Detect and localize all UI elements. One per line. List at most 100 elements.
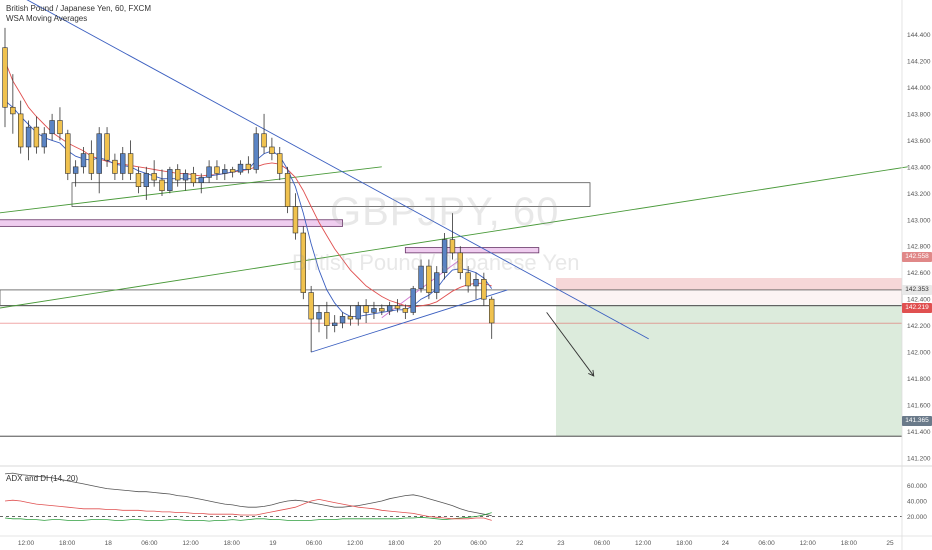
candle bbox=[2, 27, 8, 128]
candle-body bbox=[269, 146, 275, 154]
candle-body bbox=[324, 312, 330, 326]
price-tick-label: 142.200 bbox=[907, 323, 931, 330]
time-tick-label: 06:00 bbox=[141, 540, 158, 547]
candle bbox=[449, 213, 456, 260]
indicator-label[interactable]: WSA Moving Averages bbox=[6, 14, 88, 23]
candle-body bbox=[151, 173, 157, 181]
candle-body bbox=[49, 120, 55, 135]
time-tick-label: 12:00 bbox=[347, 540, 364, 547]
candle bbox=[308, 285, 314, 353]
indicator-pane bbox=[0, 465, 932, 522]
candle bbox=[127, 140, 134, 181]
candle-body bbox=[41, 133, 47, 148]
candle bbox=[355, 301, 361, 326]
candle-body bbox=[190, 173, 197, 184]
candle bbox=[292, 193, 299, 240]
candle-body bbox=[284, 173, 291, 207]
time-tick-label: 20 bbox=[434, 540, 442, 547]
price-tick-label: 141.200 bbox=[907, 456, 931, 463]
candle-body bbox=[300, 232, 306, 293]
candle-body bbox=[25, 126, 32, 148]
indicator-tick-label: 40.000 bbox=[907, 499, 927, 506]
candle-body bbox=[331, 322, 338, 326]
candle bbox=[17, 100, 24, 154]
candle-body bbox=[198, 177, 204, 184]
candle-body bbox=[441, 239, 448, 274]
current-price-tag: 142.219 bbox=[902, 303, 932, 313]
candle-body bbox=[457, 252, 463, 274]
candle bbox=[198, 173, 204, 194]
candle-body bbox=[167, 169, 173, 191]
main-pane bbox=[2, 27, 495, 353]
candle bbox=[33, 116, 40, 154]
candle bbox=[159, 169, 165, 196]
candle bbox=[88, 140, 95, 181]
price-tick-label: 143.400 bbox=[907, 164, 931, 171]
pink-box-1 bbox=[404, 247, 540, 254]
time-tick-label: 12:00 bbox=[182, 540, 199, 547]
candle-body bbox=[308, 292, 314, 320]
candle-body bbox=[449, 239, 456, 254]
price-tick-label: 141.800 bbox=[907, 376, 931, 383]
candle bbox=[96, 127, 102, 194]
candle bbox=[72, 160, 79, 187]
candle bbox=[339, 312, 346, 329]
candle-body bbox=[80, 153, 87, 168]
candle-body bbox=[88, 153, 95, 174]
adx-label[interactable]: ADX and DI (14, 20) bbox=[6, 474, 79, 483]
candle bbox=[120, 146, 126, 181]
candle bbox=[300, 226, 306, 300]
candle-body bbox=[347, 316, 354, 320]
candle-body bbox=[72, 166, 79, 174]
chart-title[interactable]: British Pound / Japanese Yen, 60, FXCM bbox=[6, 4, 151, 13]
candle-body bbox=[339, 316, 346, 324]
candle bbox=[10, 74, 16, 134]
candle bbox=[25, 120, 32, 161]
candle-body bbox=[434, 272, 440, 293]
candle bbox=[441, 233, 448, 280]
candle-body bbox=[96, 133, 102, 174]
price-tick-label: 144.400 bbox=[907, 32, 931, 39]
candle bbox=[426, 259, 432, 300]
candle bbox=[214, 160, 220, 181]
stop-price-tag: 142.558 bbox=[902, 252, 932, 262]
time-tick-label: 24 bbox=[722, 540, 730, 547]
candle bbox=[457, 246, 463, 280]
time-tick-label: 18:00 bbox=[388, 540, 405, 547]
candle-body bbox=[488, 298, 495, 324]
indicator-tick-label: 60.000 bbox=[907, 483, 927, 490]
candle-body bbox=[418, 265, 424, 289]
candle-body bbox=[135, 173, 142, 187]
candle bbox=[488, 296, 495, 339]
candle bbox=[379, 304, 385, 316]
candle bbox=[135, 166, 142, 194]
candle-body bbox=[316, 312, 322, 320]
time-tick-label: 06:00 bbox=[758, 540, 775, 547]
time-tick-label: 06:00 bbox=[470, 540, 487, 547]
candle-body bbox=[481, 279, 487, 300]
time-tick-label: 18:00 bbox=[59, 540, 76, 547]
candle-body bbox=[261, 133, 267, 148]
time-tick-label: 19 bbox=[269, 540, 277, 547]
candle-body bbox=[222, 169, 228, 174]
candle-body bbox=[426, 265, 432, 293]
candle bbox=[284, 166, 291, 214]
candle bbox=[434, 266, 440, 300]
candle-body bbox=[277, 153, 283, 174]
candle bbox=[41, 127, 47, 154]
price-tick-label: 143.600 bbox=[907, 138, 931, 145]
candle-body bbox=[292, 206, 299, 234]
candle bbox=[245, 156, 252, 174]
time-tick-label: 18:00 bbox=[841, 540, 858, 547]
candle bbox=[473, 272, 479, 300]
time-tick-label: 18:00 bbox=[676, 540, 693, 547]
candle bbox=[324, 301, 330, 339]
candle-body bbox=[127, 153, 134, 174]
candle bbox=[410, 285, 416, 316]
time-tick-label: 06:00 bbox=[306, 540, 323, 547]
time-tick-label: 18:00 bbox=[224, 540, 241, 547]
watermark-name: British Pound / Japanese Yen bbox=[292, 250, 580, 275]
